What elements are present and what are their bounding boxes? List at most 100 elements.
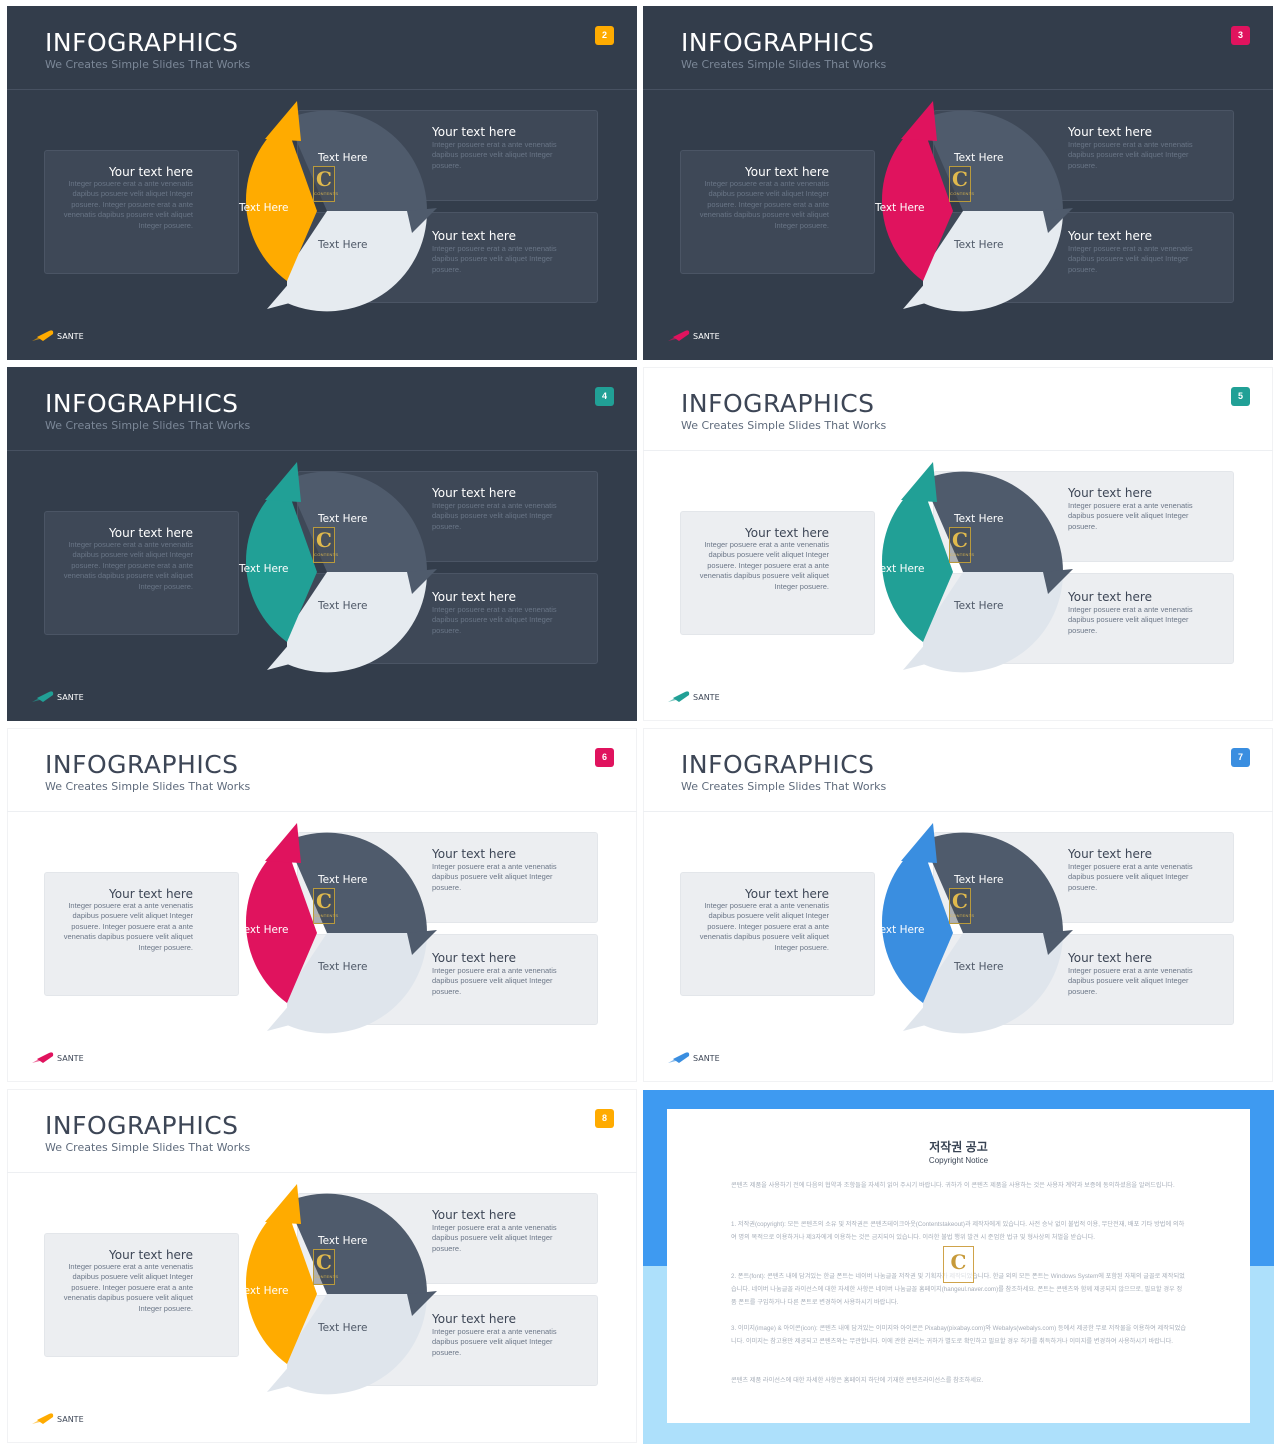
header-divider (7, 811, 637, 812)
slide-subtitle: We Creates Simple Slides That Works (45, 1141, 251, 1154)
brand-logo: SANTE (31, 687, 91, 707)
cycle-segment-accent (881, 482, 953, 642)
slide-thumbnail[interactable]: INFOGRAPHICS We Creates Simple Slides Th… (7, 1089, 637, 1443)
watermark-letter: C (316, 528, 332, 552)
left-body: Integer posuere erat a ante venenatis da… (699, 901, 829, 952)
segment-bottom-label: Text Here (318, 961, 368, 973)
right-bottom-body: Integer posuere erat a ante venenatis da… (1068, 966, 1193, 996)
rocket-body-icon (37, 1052, 54, 1063)
segment-top-label: Text Here (954, 874, 1004, 886)
watermark-logo: C CONTENTS (949, 166, 975, 202)
brand-name: SANTE (693, 1054, 720, 1063)
left-body: Integer posuere erat a ante venenatis da… (63, 901, 193, 952)
rocket-flame-icon (32, 1059, 40, 1063)
header-divider (7, 450, 637, 451)
segment-bottom-label: Text Here (318, 1322, 368, 1334)
slide-subtitle: We Creates Simple Slides That Works (45, 58, 251, 71)
rocket-body-icon (673, 691, 690, 702)
left-heading: Your text here (109, 1248, 193, 1262)
segment-top-label: Text Here (318, 1235, 368, 1247)
left-text-panel (44, 511, 239, 635)
brand-name: SANTE (57, 1415, 84, 1424)
left-text-panel (44, 1233, 239, 1357)
segment-accent-label: Text Here (875, 563, 925, 575)
watermark-text: CONTENTS (950, 913, 975, 918)
slide-thumbnail[interactable]: INFOGRAPHICS We Creates Simple Slides Th… (7, 728, 637, 1082)
copyright-slide[interactable]: 저작권 공고 Copyright Notice 콘텐츠 제품을 사용하기 전에 … (643, 1090, 1274, 1444)
right-top-heading: Your text here (1068, 486, 1152, 500)
cycle-arrow-bottom-icon (903, 281, 941, 309)
brand-logo: SANTE (667, 1048, 727, 1068)
slide-thumbnail[interactable]: INFOGRAPHICS We Creates Simple Slides Th… (643, 728, 1273, 1082)
cycle-arrow-accent-icon (265, 101, 301, 141)
slide-title: INFOGRAPHICS (45, 750, 239, 779)
left-text-panel (44, 872, 239, 996)
watermark-letter: C (316, 889, 332, 913)
left-body: Integer posuere erat a ante venenatis da… (63, 179, 193, 230)
slide-number-badge: 6 (595, 748, 614, 767)
rocket-flame-icon (668, 337, 676, 341)
right-top-body: Integer posuere erat a ante venenatis da… (432, 862, 557, 892)
cycle-segment-bottom (923, 933, 1064, 1034)
cycle-segment-bottom (287, 933, 428, 1034)
slide-thumbnail[interactable]: INFOGRAPHICS We Creates Simple Slides Th… (643, 6, 1273, 360)
rocket-flame-icon (32, 698, 40, 702)
rocket-flame-icon (668, 1059, 676, 1063)
rocket-icon (668, 691, 690, 702)
segment-accent-label: Text Here (239, 563, 289, 575)
right-bottom-body: Integer posuere erat a ante venenatis da… (432, 966, 557, 996)
copyright-subtitle: Copyright Notice (928, 1156, 989, 1165)
watermark-logo: C CONTENTS (313, 888, 338, 924)
cycle-arrow-top-icon (1043, 930, 1073, 955)
slide-title: INFOGRAPHICS (681, 28, 875, 57)
cycle-segment-bottom (923, 572, 1064, 673)
right-bottom-heading: Your text here (432, 1312, 516, 1326)
left-text-panel (680, 511, 875, 635)
watermark-logo: C CONTENTS (313, 527, 338, 563)
cycle-arrow-accent-icon (265, 1184, 301, 1224)
cycle-segment-top (287, 832, 428, 933)
rocket-body-icon (673, 1052, 690, 1063)
cycle-segment-accent (881, 843, 953, 1003)
cycle-arrow-bottom-icon (903, 1003, 941, 1031)
brand-logo: SANTE (31, 1409, 91, 1429)
right-top-body: Integer posuere erat a ante venenatis da… (1068, 501, 1193, 531)
slide-thumbnail[interactable]: INFOGRAPHICS We Creates Simple Slides Th… (7, 6, 637, 360)
segment-bottom-label: Text Here (954, 600, 1004, 612)
slide-thumbnail[interactable]: INFOGRAPHICS We Creates Simple Slides Th… (7, 367, 637, 721)
rocket-icon (32, 691, 54, 702)
left-body: Integer posuere erat a ante venenatis da… (699, 179, 829, 230)
right-top-body: Integer posuere erat a ante venenatis da… (432, 1223, 557, 1253)
cycle-segment-accent (245, 843, 317, 1003)
cycle-segment-top (287, 471, 428, 572)
cycle-arrow-diagram (848, 823, 1073, 1038)
watermark-logo: C CONTENTS (313, 166, 338, 202)
cycle-arrow-bottom-icon (267, 1364, 305, 1392)
cycle-arrow-bottom-icon (267, 642, 305, 670)
slide-title: INFOGRAPHICS (45, 1111, 239, 1140)
header-divider (643, 450, 1273, 451)
watermark-letter: C (952, 889, 968, 913)
copyright-card: 저작권 공고 Copyright Notice 콘텐츠 제품을 사용하기 전에 … (667, 1109, 1250, 1423)
segment-bottom-label: Text Here (318, 600, 368, 612)
segment-accent-label: Text Here (239, 202, 289, 214)
watermark-text: CONTENTS (950, 191, 975, 196)
copyright-copyright-clause: 1. 저작권(copyright): 모든 콘텐츠의 소유 및 저작권은 콘텐츠… (731, 1221, 1185, 1241)
cycle-segment-bottom (287, 1294, 428, 1395)
brand-logo: SANTE (31, 326, 91, 346)
left-body: Integer posuere erat a ante venenatis da… (699, 540, 829, 591)
brand-logo: SANTE (667, 326, 727, 346)
rocket-flame-icon (32, 337, 40, 341)
cycle-segment-top (287, 110, 428, 211)
header-divider (7, 89, 637, 90)
slide-number-badge: 8 (595, 1109, 614, 1128)
cycle-arrow-diagram (212, 1184, 437, 1399)
right-top-heading: Your text here (432, 486, 516, 500)
cycle-segment-top (923, 471, 1064, 572)
slide-thumbnail[interactable]: INFOGRAPHICS We Creates Simple Slides Th… (643, 367, 1273, 721)
slide-title: INFOGRAPHICS (681, 750, 875, 779)
cycle-segment-accent (245, 482, 317, 642)
copyright-watermark-logo: C (943, 1246, 974, 1283)
right-bottom-body: Integer posuere erat a ante venenatis da… (1068, 244, 1193, 274)
slide-subtitle: We Creates Simple Slides That Works (681, 419, 887, 432)
